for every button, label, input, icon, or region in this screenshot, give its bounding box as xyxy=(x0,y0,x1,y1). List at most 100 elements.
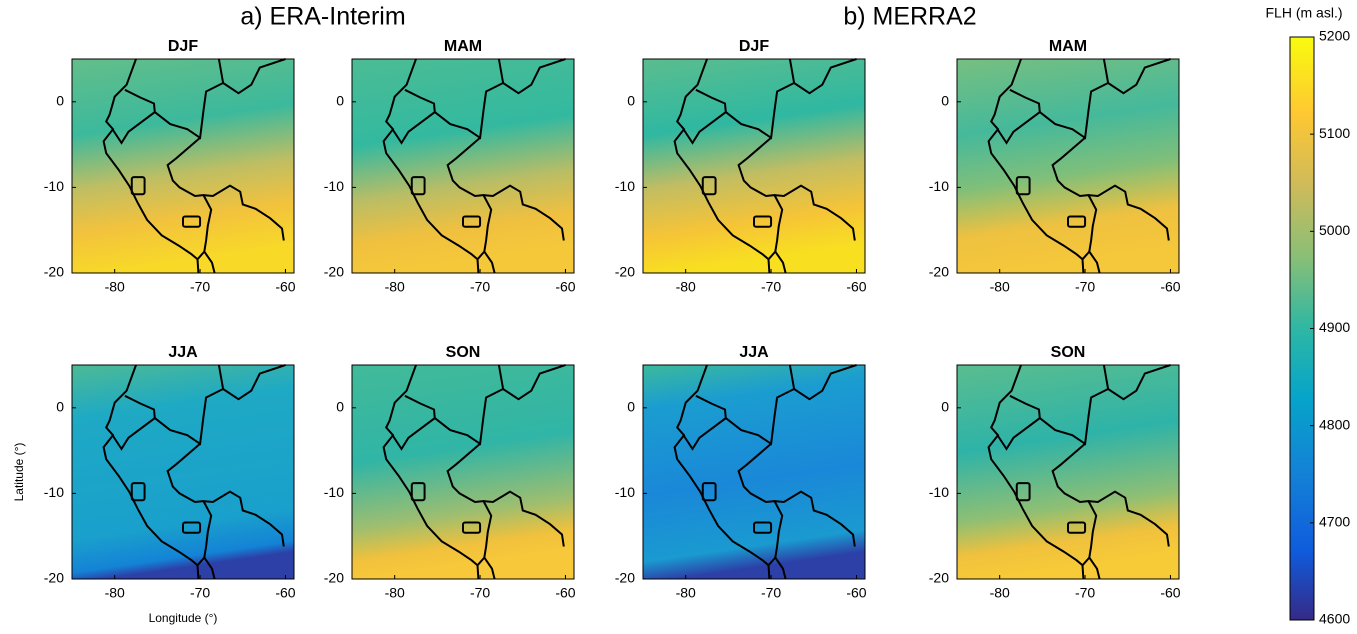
border xyxy=(737,443,784,566)
map-field xyxy=(352,59,574,273)
region-box xyxy=(462,521,482,534)
border xyxy=(483,251,496,274)
region-box xyxy=(1015,482,1031,502)
region-box xyxy=(130,176,146,196)
border xyxy=(203,490,285,547)
border xyxy=(1088,184,1170,241)
x-tick-label: -80 xyxy=(990,585,1010,601)
axes-frame xyxy=(956,58,1180,274)
x-tick-label: -80 xyxy=(676,585,696,601)
group-title: a) ERA-Interim xyxy=(240,3,405,31)
border xyxy=(446,443,493,566)
coastline xyxy=(382,58,480,274)
border xyxy=(1088,490,1170,547)
colorbar-tick-label: 5000 xyxy=(1319,222,1350,238)
y-tick-label: -10 xyxy=(324,484,344,500)
y-tick-label: -20 xyxy=(44,264,64,280)
region-box xyxy=(1067,521,1087,534)
border xyxy=(483,490,565,547)
x-tick-label: -70 xyxy=(470,279,490,295)
x-tick-label: -70 xyxy=(470,585,490,601)
y-tick-label: -20 xyxy=(929,570,949,586)
colorbar-label: FLH (m asl.) xyxy=(1266,5,1343,21)
coastline xyxy=(102,58,200,274)
x-tick-label: -60 xyxy=(846,585,866,601)
map-field xyxy=(72,365,294,579)
panel-title: MAM xyxy=(1049,38,1087,55)
y-tick-label: -20 xyxy=(324,264,344,280)
border xyxy=(502,364,566,401)
axes-frame xyxy=(351,364,575,580)
border xyxy=(1039,364,1110,446)
border xyxy=(222,364,286,401)
y-tick-label: 0 xyxy=(941,399,949,415)
x-tick-label: -60 xyxy=(275,585,295,601)
map-field xyxy=(643,365,865,579)
coastline xyxy=(673,364,771,580)
axes-frame xyxy=(71,58,295,274)
y-tick-label: -20 xyxy=(929,264,949,280)
map-field xyxy=(957,365,1179,579)
axes-frame xyxy=(351,58,575,274)
coastline xyxy=(102,364,200,580)
panel-title: JJA xyxy=(168,344,198,361)
map-field xyxy=(957,59,1179,273)
y-tick-label: -10 xyxy=(44,484,64,500)
border xyxy=(793,58,857,95)
panel-title: JJA xyxy=(739,344,769,361)
border xyxy=(725,364,796,446)
border xyxy=(774,251,787,274)
region-box xyxy=(410,482,426,502)
region-box xyxy=(1067,215,1087,228)
colorbar-tick-label: 4700 xyxy=(1319,514,1350,530)
colorbar-tick-label: 4600 xyxy=(1319,611,1350,627)
x-tick-label: -80 xyxy=(105,279,125,295)
x-tick-label: -70 xyxy=(190,279,210,295)
x-tick-label: -70 xyxy=(1075,585,1095,601)
panel-title: DJF xyxy=(168,38,198,55)
group-title: b) MERRA2 xyxy=(843,3,976,31)
y-tick-label: -10 xyxy=(929,178,949,194)
border xyxy=(1088,251,1101,274)
axes-frame xyxy=(642,364,866,580)
y-tick-label: -10 xyxy=(615,484,635,500)
border xyxy=(502,58,566,95)
y-tick-label: -10 xyxy=(44,178,64,194)
map-field xyxy=(643,59,865,273)
colorbar-tick-label: 4900 xyxy=(1319,319,1350,335)
y-tick-label: -20 xyxy=(324,570,344,586)
map-field xyxy=(352,365,574,579)
border xyxy=(166,443,213,566)
region-box xyxy=(462,215,482,228)
y-tick-label: -20 xyxy=(615,264,635,280)
y-tick-label: -20 xyxy=(44,570,64,586)
colorbar-tick-label: 5100 xyxy=(1319,125,1350,141)
coastline xyxy=(987,58,1085,274)
region-box xyxy=(130,482,146,502)
region-box xyxy=(182,215,202,228)
x-tick-label: -80 xyxy=(105,585,125,601)
x-tick-label: -60 xyxy=(275,279,295,295)
border xyxy=(203,184,285,241)
border xyxy=(203,251,216,274)
axes-frame xyxy=(71,364,295,580)
x-axis-label: Longitude (°) xyxy=(149,611,218,625)
coastline xyxy=(673,58,771,274)
border xyxy=(483,184,565,241)
colorbar-tick-label: 4800 xyxy=(1319,416,1350,432)
border xyxy=(1107,364,1171,401)
y-tick-label: -20 xyxy=(615,570,635,586)
border xyxy=(1088,557,1101,580)
x-tick-label: -60 xyxy=(846,279,866,295)
x-tick-label: -70 xyxy=(190,585,210,601)
border xyxy=(774,184,856,241)
y-tick-label: -10 xyxy=(324,178,344,194)
colorbar-tick-label: 5200 xyxy=(1319,28,1350,44)
y-tick-label: 0 xyxy=(56,93,64,109)
border xyxy=(725,58,796,140)
x-tick-label: -60 xyxy=(555,585,575,601)
x-tick-label: -70 xyxy=(1075,279,1095,295)
border xyxy=(1039,58,1110,140)
x-tick-label: -80 xyxy=(385,585,405,601)
